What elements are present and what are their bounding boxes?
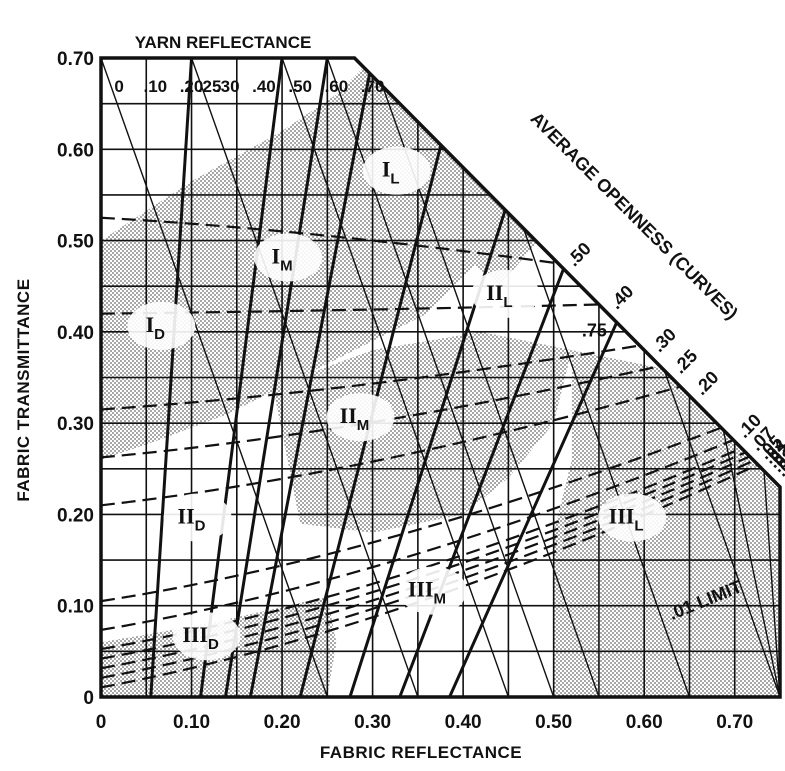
openness-tick-label: .25 — [669, 346, 701, 378]
region-halo — [127, 301, 196, 350]
openness-tick-label: .30 — [648, 324, 680, 356]
region-subscript: L — [390, 171, 399, 188]
yarn-tick-label: .30 — [216, 77, 240, 96]
axis-ticks: 0 0.10 0.20 0.30 0.40 0.50 0.60 0.7000.100.200.… — [57, 49, 753, 733]
yarn-tick-label: .70 — [361, 77, 385, 96]
yarn-tick-label: .25 — [198, 77, 222, 96]
yarn-tick-label: .10 — [143, 77, 167, 96]
diagonal-axis-title: AVERAGE OPENNESS (CURVES) — [527, 108, 742, 323]
x-tick-label: 0.20 — [264, 712, 301, 733]
y-tick-label: 0.50 — [57, 232, 94, 253]
x-tick-label: 0.30 — [354, 712, 391, 733]
x-tick-label: 0.10 — [173, 712, 210, 733]
y-tick-label: 0.40 — [57, 323, 94, 344]
region-subscript: M — [280, 257, 293, 274]
y-tick-label: 0.10 — [57, 597, 94, 618]
y-tick-label: 0.70 — [57, 49, 94, 70]
openness-tick-label: .50 — [563, 238, 595, 270]
annotation-label: .75 — [582, 320, 607, 340]
openness-tick-label: .20 — [691, 367, 723, 399]
openness-curve-2 — [101, 344, 640, 411]
yarn-tick-label: .60 — [325, 77, 349, 96]
region-halo — [326, 393, 395, 442]
region-subscript: M — [434, 591, 447, 608]
shaded-band-4 — [553, 350, 780, 697]
x-tick-label: 0.60 — [626, 712, 663, 733]
yarn-line-2 — [199, 58, 284, 697]
boundary-outline — [99, 56, 782, 699]
region-subscript: D — [154, 326, 165, 343]
x-tick-label: 0 — [96, 712, 107, 733]
openness-curve-3 — [101, 365, 661, 459]
y-tick-label: 0.60 — [57, 140, 94, 161]
y-axis-title: FABRIC TRANSMITTANCE — [14, 278, 33, 501]
region-subscript: L — [634, 518, 643, 535]
yarn-ray-1 — [190, 58, 419, 697]
y-tick-label: 0 — [83, 688, 94, 709]
plot-boundary — [99, 56, 782, 699]
openness-curve-5 — [101, 426, 722, 603]
region-halo — [362, 146, 431, 195]
region-halo — [254, 233, 323, 282]
x-tick-label: 0.70 — [716, 712, 753, 733]
region-halo — [598, 493, 667, 542]
region-subscript: L — [503, 294, 512, 311]
openness-curve-0 — [101, 216, 559, 265]
region-subscript: M — [357, 417, 370, 434]
region-halo — [471, 269, 540, 318]
x-tick-label: 0.50 — [535, 712, 572, 733]
openness-curve-6 — [101, 439, 734, 631]
x-axis-title: FABRIC REFLECTANCE — [320, 743, 522, 762]
region-halo — [172, 612, 241, 661]
yarn-ray-2 — [281, 58, 510, 697]
yarn-tick-label: 0 — [114, 77, 123, 96]
top-axis-title: YARN REFLECTANCE — [135, 33, 312, 52]
y-tick-label: 0.30 — [57, 414, 94, 435]
openness-curve-4 — [101, 385, 681, 507]
yarn-tick-label: .20 — [180, 77, 204, 96]
region-subscript: D — [208, 636, 219, 653]
shaded-band-3 — [273, 331, 572, 533]
yarn-line-3 — [224, 58, 329, 697]
openness-tick-label: .40 — [606, 281, 638, 313]
region-halo — [398, 566, 467, 615]
yarn-tick-label: .40 — [252, 77, 276, 96]
yarn-line-4 — [248, 58, 375, 697]
y-tick-label: 0.20 — [57, 505, 94, 526]
yarn-tick-label: .50 — [288, 77, 312, 96]
region-halo — [163, 493, 232, 542]
yarn-reflectance-ticks: 0 .10 .20.25.30 .40 .50 .60 .70 — [114, 77, 384, 96]
x-tick-label: 0.40 — [445, 712, 482, 733]
yarn-line-5 — [298, 58, 465, 697]
yarn-line-1 — [149, 58, 194, 697]
region-subscript: D — [195, 518, 206, 535]
